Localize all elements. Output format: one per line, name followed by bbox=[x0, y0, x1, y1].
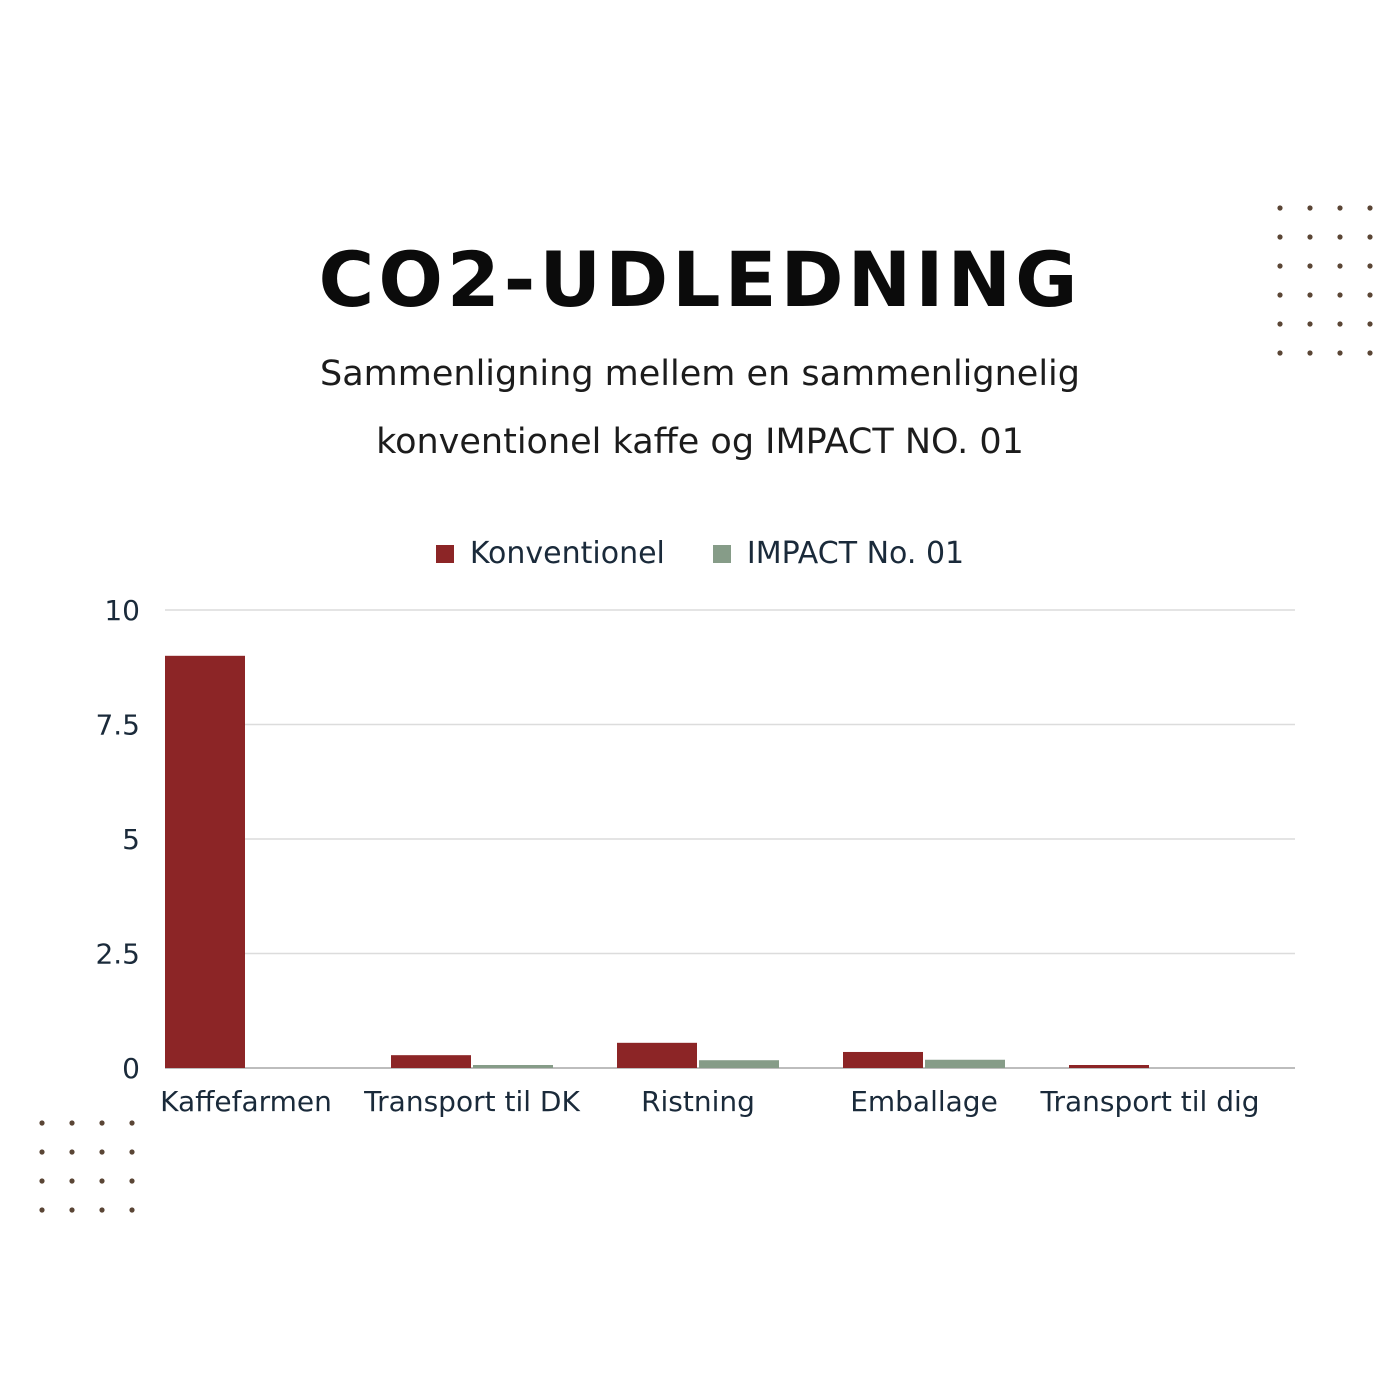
decorative-dot bbox=[69, 1178, 75, 1184]
decorative-dot bbox=[99, 1207, 105, 1213]
legend-label-impact: IMPACT No. 01 bbox=[746, 536, 965, 571]
decorative-dot bbox=[1277, 263, 1283, 269]
chart-subtitle-line-1: Sammenligning mellem en sammenlignelig bbox=[320, 354, 1080, 394]
decorative-dot bbox=[1337, 292, 1343, 298]
decorative-dot bbox=[99, 1178, 105, 1184]
decorative-dot bbox=[1337, 321, 1343, 327]
decorative-dot bbox=[1307, 263, 1313, 269]
decorative-dot bbox=[1277, 350, 1283, 356]
y-tick-label: 7.5 bbox=[95, 709, 140, 742]
bar-konventionel bbox=[165, 655, 245, 1068]
decorative-dot bbox=[39, 1178, 45, 1184]
decorative-dot bbox=[99, 1149, 105, 1155]
decorative-dot bbox=[129, 1178, 135, 1184]
bar-konventionel bbox=[617, 1042, 697, 1068]
legend-swatch-konventionel bbox=[435, 544, 454, 563]
decorative-dot-grid-top-right bbox=[1268, 196, 1388, 366]
bar-impact bbox=[473, 1065, 553, 1068]
decorative-dot bbox=[1307, 292, 1313, 298]
x-tick-label: Ristning bbox=[641, 1085, 755, 1118]
y-tick-label: 10 bbox=[104, 594, 140, 627]
bar-impact bbox=[699, 1060, 779, 1068]
decorative-dot bbox=[1337, 263, 1343, 269]
decorative-dot bbox=[1367, 350, 1373, 356]
decorative-dot bbox=[1277, 205, 1283, 211]
chart-subtitle-line-2: konventionel kaffe og IMPACT NO. 01 bbox=[376, 422, 1024, 462]
decorative-dot bbox=[129, 1149, 135, 1155]
decorative-dot bbox=[1277, 321, 1283, 327]
chart-title: CO2-UDLEDNING bbox=[318, 235, 1082, 324]
decorative-dot bbox=[1277, 234, 1283, 240]
decorative-dot bbox=[69, 1149, 75, 1155]
decorative-dot-grid-bottom-left bbox=[30, 1112, 150, 1222]
x-tick-label: Transport til DK bbox=[363, 1085, 580, 1118]
decorative-dot bbox=[1367, 321, 1373, 327]
y-tick-label: 2.5 bbox=[95, 938, 140, 971]
decorative-dot bbox=[1367, 234, 1373, 240]
bar-konventionel bbox=[391, 1055, 471, 1068]
decorative-dot bbox=[69, 1120, 75, 1126]
decorative-dot bbox=[1337, 234, 1343, 240]
decorative-dot bbox=[1367, 205, 1373, 211]
y-tick-label: 0 bbox=[122, 1052, 140, 1085]
decorative-dot bbox=[1367, 292, 1373, 298]
decorative-dot bbox=[1307, 321, 1313, 327]
legend-item-konventionel: Konventionel bbox=[435, 536, 665, 571]
decorative-dot bbox=[1367, 263, 1373, 269]
bar-konventionel bbox=[1069, 1065, 1149, 1068]
y-tick-label: 5 bbox=[122, 823, 140, 856]
decorative-dot bbox=[1307, 205, 1313, 211]
legend-item-impact: IMPACT No. 01 bbox=[712, 536, 965, 571]
decorative-dot bbox=[69, 1207, 75, 1213]
legend-swatch-impact bbox=[712, 544, 731, 563]
decorative-dot bbox=[1307, 234, 1313, 240]
decorative-dot bbox=[39, 1207, 45, 1213]
decorative-dot bbox=[1307, 350, 1313, 356]
decorative-dot bbox=[129, 1207, 135, 1213]
x-tick-label: Kaffefarmen bbox=[160, 1085, 332, 1118]
x-tick-label: Transport til dig bbox=[1039, 1085, 1259, 1118]
decorative-dot bbox=[39, 1149, 45, 1155]
bar-impact bbox=[925, 1059, 1005, 1068]
legend-label-konventionel: Konventionel bbox=[469, 536, 665, 571]
chart-legend: Konventionel IMPACT No. 01 bbox=[0, 536, 1400, 571]
decorative-dot bbox=[39, 1120, 45, 1126]
decorative-dot bbox=[129, 1120, 135, 1126]
bar-konventionel bbox=[843, 1051, 923, 1068]
decorative-dot bbox=[1277, 292, 1283, 298]
x-tick-label: Emballage bbox=[850, 1085, 998, 1118]
decorative-dot bbox=[99, 1120, 105, 1126]
decorative-dot bbox=[1337, 205, 1343, 211]
decorative-dot bbox=[1337, 350, 1343, 356]
